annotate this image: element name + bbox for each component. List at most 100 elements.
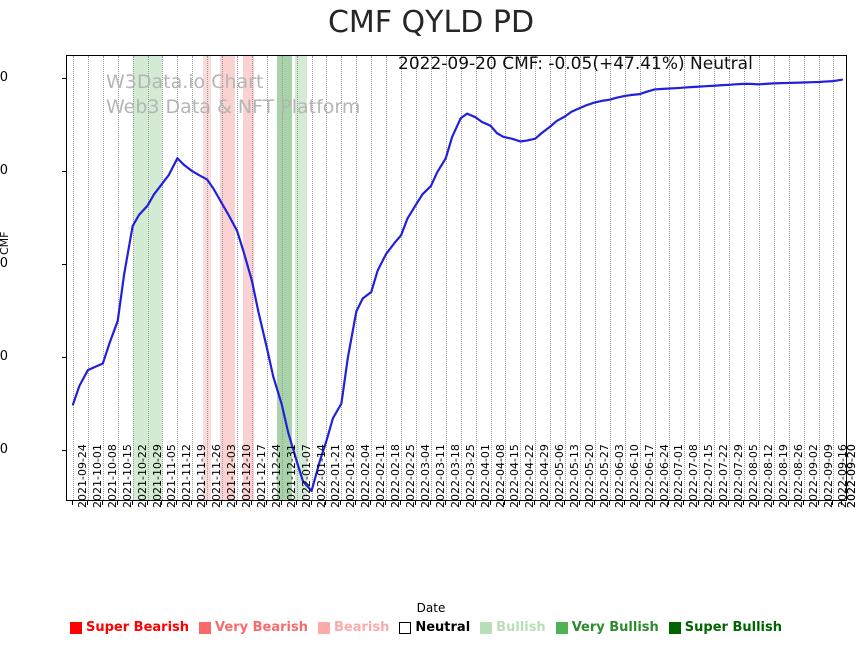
gridline — [401, 56, 403, 500]
gridline — [773, 56, 775, 500]
gridline — [73, 56, 74, 500]
x-tick-label: 2021-10-08 — [105, 444, 119, 508]
legend-item-bearish[interactable]: Bearish — [317, 620, 389, 635]
x-tick-label: 2022-08-26 — [791, 444, 805, 508]
x-tick-label: 2022-07-29 — [732, 444, 746, 508]
gridline — [87, 56, 89, 500]
x-tick-mark — [832, 501, 834, 505]
x-tick-mark — [743, 501, 744, 505]
y-tick-mark — [62, 356, 66, 358]
legend-label: Super Bearish — [86, 620, 190, 635]
x-tick-label: 2022-01-21 — [329, 444, 343, 508]
legend-label: Neutral — [415, 620, 471, 635]
x-tick-label: 2022-05-06 — [553, 444, 567, 508]
legend-item-neutral[interactable]: Neutral — [399, 620, 470, 635]
x-tick-mark — [116, 501, 118, 505]
legend-swatch — [668, 621, 681, 634]
legend-item-super-bearish[interactable]: Super Bearish — [70, 620, 189, 635]
x-tick-mark — [86, 501, 88, 505]
gridline — [341, 56, 343, 500]
gridline — [296, 56, 298, 500]
x-tick-mark — [176, 501, 178, 505]
gridline — [281, 56, 283, 500]
x-tick-mark — [250, 501, 252, 505]
gridline — [207, 56, 209, 500]
gridline — [222, 56, 224, 500]
legend-item-super-bullish[interactable]: Super Bullish — [668, 620, 782, 635]
x-tick-label: 2021-10-22 — [135, 444, 149, 508]
y-axis-label: CMF — [0, 231, 11, 256]
gridline — [162, 56, 164, 500]
x-tick-mark — [549, 501, 551, 505]
gridline — [251, 56, 253, 500]
x-tick-mark — [191, 501, 193, 505]
x-tick-mark — [340, 501, 342, 505]
y-tick-label: −10 — [0, 163, 8, 179]
gridline — [266, 56, 268, 500]
x-tick-label: 2021-10-01 — [90, 444, 104, 508]
x-tick-label: 2022-09-02 — [806, 444, 820, 508]
x-tick-label: 2022-06-17 — [642, 444, 656, 508]
x-tick-label: 2022-05-13 — [568, 444, 582, 508]
gridline — [565, 56, 567, 500]
state-band-very-bullish — [277, 56, 293, 500]
x-tick-label: 2021-12-31 — [284, 444, 298, 508]
x-tick-mark — [385, 501, 387, 505]
x-tick-mark — [370, 501, 372, 505]
x-tick-mark — [713, 501, 715, 505]
x-tick-mark — [280, 501, 282, 505]
watermark: W3Data.io Chart Web3 Data & NFT Platform — [106, 70, 360, 120]
state-band-bearish — [243, 56, 255, 500]
gridline — [833, 56, 835, 500]
watermark-line-1: W3Data.io Chart — [106, 71, 264, 93]
gridline — [475, 56, 477, 500]
gridline — [505, 56, 507, 500]
x-tick-mark — [578, 501, 580, 505]
gridline — [579, 56, 581, 500]
legend-item-very-bearish[interactable]: Very Bearish — [199, 620, 308, 635]
x-tick-label: 2022-08-05 — [747, 444, 760, 508]
legend-item-bullish[interactable]: Bullish — [480, 620, 546, 635]
x-tick-mark — [444, 501, 446, 505]
x-tick-mark — [504, 501, 506, 505]
x-tick-label: 2021-12-03 — [225, 444, 239, 508]
x-tick-label: 2022-06-03 — [612, 444, 626, 508]
x-tick-label: 2021-10-29 — [150, 444, 164, 508]
gridline — [669, 56, 671, 500]
legend-item-very-bullish[interactable]: Very Bullish — [555, 620, 659, 635]
x-tick-mark — [206, 501, 208, 505]
state-band-bullish — [294, 56, 308, 500]
gridline — [311, 56, 313, 500]
gridline — [490, 56, 492, 500]
x-axis-label: Date — [416, 601, 446, 615]
legend-label: Bullish — [496, 620, 546, 635]
x-tick-mark — [325, 501, 327, 505]
legend-swatch — [480, 621, 493, 634]
y-tick-label: −20 — [0, 256, 8, 272]
x-tick-label: 2021-11-12 — [180, 444, 194, 508]
gridline — [699, 56, 701, 500]
x-tick-mark — [474, 501, 476, 505]
gridline — [594, 56, 596, 500]
gridline — [192, 56, 194, 500]
x-tick-label: 2022-09-20 — [845, 444, 858, 508]
gridline — [237, 56, 239, 500]
x-tick-label: 2022-05-27 — [597, 444, 611, 508]
gridline — [639, 56, 641, 500]
x-tick-mark — [265, 501, 267, 505]
gridline — [102, 56, 104, 500]
gridline — [415, 56, 417, 500]
legend-label: Super Bullish — [684, 620, 782, 635]
x-tick-mark — [608, 501, 610, 505]
gridline — [550, 56, 552, 500]
x-tick-mark — [131, 501, 133, 505]
x-tick-label: 2022-04-29 — [538, 444, 552, 508]
x-tick-label: 2022-06-10 — [627, 444, 641, 508]
x-tick-label: 2021-12-24 — [269, 444, 283, 508]
x-tick-label: 2022-07-15 — [702, 444, 716, 508]
x-tick-mark — [519, 501, 521, 505]
x-tick-label: 2022-09-09 — [821, 444, 835, 508]
gridline — [326, 56, 328, 500]
x-tick-label: 2021-11-19 — [195, 444, 209, 508]
gridline — [177, 56, 179, 500]
